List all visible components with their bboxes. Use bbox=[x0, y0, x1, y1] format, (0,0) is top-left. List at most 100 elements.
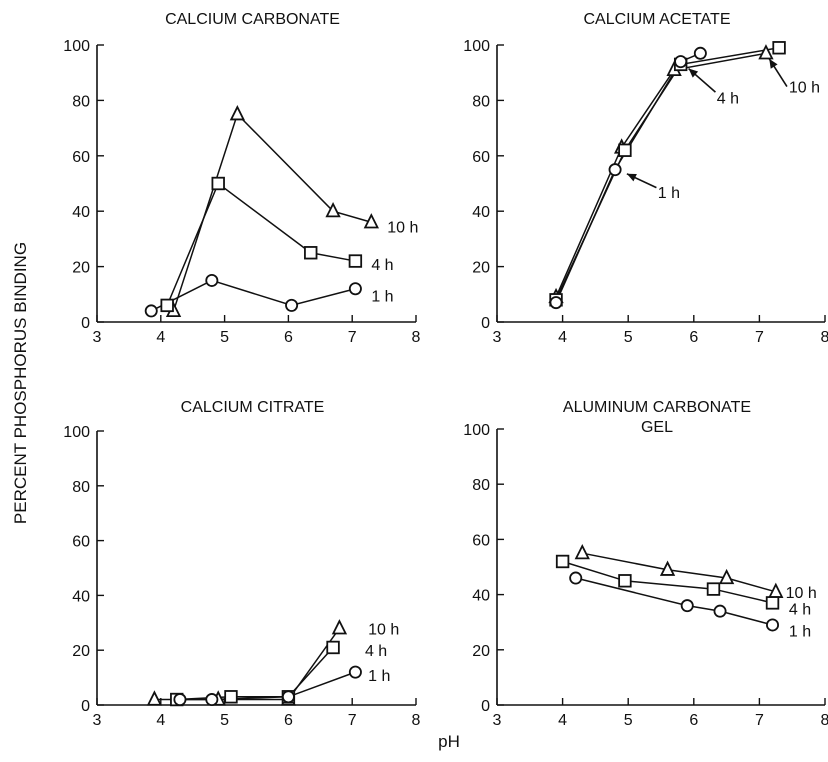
data-point-4h bbox=[706, 582, 721, 596]
x-tick-label: 3 bbox=[493, 329, 502, 346]
x-axis-label: pH bbox=[438, 732, 460, 751]
x-tick-label: 8 bbox=[821, 712, 828, 729]
x-tick-label: 4 bbox=[558, 329, 567, 346]
y-tick-label: 100 bbox=[63, 38, 90, 55]
y-tick-label: 20 bbox=[72, 643, 90, 660]
data-point-4h bbox=[765, 596, 780, 610]
arrow-10h-head bbox=[769, 58, 778, 69]
data-point-10h bbox=[659, 560, 676, 576]
y-tick-label: 80 bbox=[472, 477, 490, 494]
data-point-1h bbox=[680, 599, 694, 613]
y-tick-label: 40 bbox=[472, 204, 490, 221]
data-point-10h bbox=[363, 213, 379, 229]
x-tick-label: 3 bbox=[93, 329, 102, 346]
chart-panel-1: CALCIUM CARBONATE 0 20 40 60 80 100 3 4 5 6 7 8 10 h 4… bbox=[63, 11, 420, 346]
y-tick-label: 100 bbox=[463, 422, 490, 439]
x-tick-label: 7 bbox=[755, 712, 764, 729]
chart-panel-4: ALUMINUM CARBONATE GEL 0 20 40 60 80 100 3 4 5 6 7 8 1… bbox=[463, 399, 828, 729]
data-point-4h bbox=[772, 41, 786, 55]
x-tick-label: 7 bbox=[348, 329, 357, 346]
x-tick-label: 4 bbox=[156, 329, 165, 346]
x-tick-label: 6 bbox=[284, 712, 293, 729]
series-line-1h bbox=[179, 671, 356, 701]
series-label: 1 h bbox=[658, 185, 680, 202]
data-point-1h bbox=[693, 46, 707, 60]
y-tick-label: 60 bbox=[72, 149, 90, 166]
x-tick-label: 8 bbox=[412, 329, 421, 346]
data-point-1h bbox=[144, 304, 158, 318]
y-tick-label: 0 bbox=[481, 698, 490, 715]
y-tick-label: 100 bbox=[463, 38, 490, 55]
arrow-4h-head bbox=[688, 68, 699, 78]
series-line-4h bbox=[555, 47, 780, 301]
y-axis-label: PERCENT PHOSPHORUS BINDING bbox=[11, 242, 30, 524]
data-point-1h bbox=[205, 693, 219, 707]
series-line-10h bbox=[172, 112, 372, 312]
series-line-1h bbox=[575, 577, 773, 626]
y-tick-label: 20 bbox=[72, 260, 90, 277]
x-tick-label: 8 bbox=[412, 712, 421, 729]
y-tick-label: 40 bbox=[72, 204, 90, 221]
data-point-1h bbox=[173, 693, 187, 707]
chart-panel-3: CALCIUM CITRATE 0 20 40 60 80 100 3 4 5 6 7 8 10 h 4 h… bbox=[63, 399, 420, 729]
y-tick-label: 20 bbox=[472, 643, 490, 660]
x-tick-label: 6 bbox=[284, 329, 293, 346]
data-point-1h bbox=[549, 296, 563, 310]
series-label: 10 h bbox=[368, 621, 399, 638]
data-point-1h bbox=[569, 571, 583, 585]
chart-panel-2: CALCIUM ACETATE 0 20 40 60 80 100 3 4 5 6 7 8 10 h 4 h… bbox=[463, 11, 828, 346]
data-point-1h bbox=[766, 618, 780, 632]
data-point-4h bbox=[618, 143, 632, 157]
x-tick-label: 5 bbox=[624, 712, 633, 729]
y-tick-label: 60 bbox=[72, 534, 90, 551]
y-tick-label: 100 bbox=[63, 424, 90, 441]
data-point-1h bbox=[713, 604, 727, 618]
chart-title: CALCIUM CITRATE bbox=[181, 399, 325, 416]
y-tick-label: 80 bbox=[72, 479, 90, 496]
data-point-10h bbox=[574, 543, 590, 560]
series-line-10h bbox=[555, 52, 767, 298]
x-tick-label: 3 bbox=[493, 712, 502, 729]
y-tick-label: 0 bbox=[481, 315, 490, 332]
y-tick-label: 0 bbox=[81, 698, 90, 715]
y-tick-label: 60 bbox=[472, 149, 490, 166]
data-point-4h bbox=[326, 640, 340, 655]
data-point-1h bbox=[348, 282, 362, 296]
series-label: 1 h bbox=[368, 668, 390, 685]
data-point-10h bbox=[331, 619, 348, 635]
x-tick-label: 7 bbox=[348, 712, 357, 729]
data-point-4h bbox=[211, 176, 225, 191]
series-label: 4 h bbox=[371, 257, 393, 274]
y-tick-label: 0 bbox=[81, 315, 90, 332]
y-tick-label: 40 bbox=[72, 588, 90, 605]
series-line-4h bbox=[176, 646, 334, 701]
data-point-10h bbox=[325, 201, 341, 218]
series-line-4h bbox=[562, 560, 773, 604]
x-tick-label: 6 bbox=[689, 329, 698, 346]
series-line-4h bbox=[166, 182, 356, 306]
data-point-1h bbox=[205, 273, 219, 287]
data-point-4h bbox=[304, 246, 318, 260]
data-point-10h bbox=[146, 690, 163, 706]
series-label: 4 h bbox=[365, 643, 387, 660]
chart-title: CALCIUM CARBONATE bbox=[165, 11, 340, 28]
data-point-4h bbox=[618, 574, 632, 588]
series-label: 10 h bbox=[786, 585, 817, 602]
x-tick-label: 4 bbox=[558, 712, 567, 729]
x-tick-label: 5 bbox=[624, 329, 633, 346]
x-tick-label: 8 bbox=[821, 329, 828, 346]
data-point-4h bbox=[160, 298, 174, 313]
data-point-1h bbox=[348, 665, 362, 679]
series-label: 4 h bbox=[717, 91, 739, 108]
y-tick-label: 80 bbox=[72, 93, 90, 110]
series-label: 1 h bbox=[371, 289, 393, 306]
x-tick-label: 7 bbox=[755, 329, 764, 346]
series-line-1h bbox=[555, 52, 701, 303]
series-line-1h bbox=[150, 279, 356, 312]
x-tick-label: 5 bbox=[220, 712, 229, 729]
data-point-10h bbox=[758, 44, 774, 60]
data-point-4h bbox=[348, 254, 363, 268]
data-point-1h bbox=[285, 298, 299, 312]
